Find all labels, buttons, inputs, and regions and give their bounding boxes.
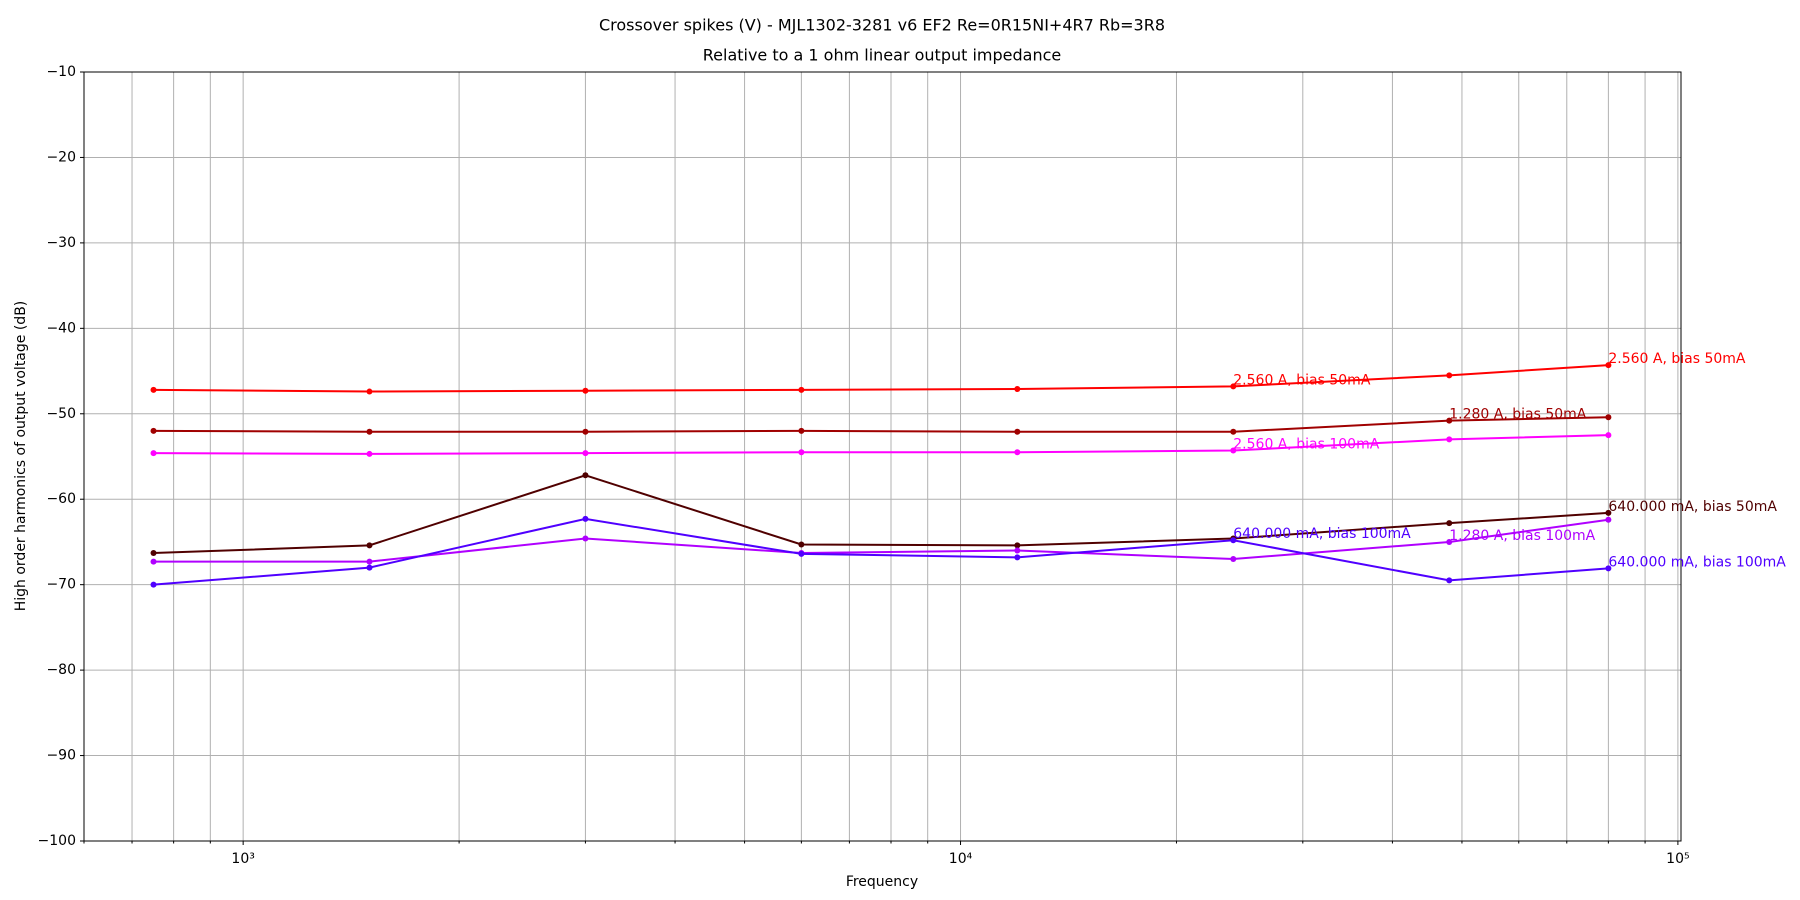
y-tick-label: −60 bbox=[46, 491, 76, 507]
y-tick-label: −80 bbox=[46, 662, 76, 678]
point bbox=[798, 427, 805, 434]
point bbox=[1014, 449, 1021, 456]
point bbox=[150, 550, 157, 557]
point-label: 2.560 A, bias 50mA bbox=[1233, 372, 1371, 388]
x-tick-label: 10⁴ bbox=[949, 851, 973, 867]
point-label: 640.000 mA, bias 100mA bbox=[1608, 554, 1786, 570]
point bbox=[582, 515, 589, 522]
point bbox=[1014, 554, 1021, 561]
point-label: 640.000 mA, bias 100mA bbox=[1233, 526, 1411, 542]
point bbox=[582, 450, 589, 457]
point bbox=[1446, 520, 1453, 527]
point bbox=[1446, 577, 1453, 584]
y-axis-label: High order harmonics of output voltage (… bbox=[13, 301, 29, 612]
point bbox=[582, 535, 589, 542]
point bbox=[1605, 565, 1612, 572]
point-label: 2.560 A, bias 100mA bbox=[1233, 437, 1379, 453]
series-line bbox=[153, 517, 1609, 586]
x-tick-label: 10³ bbox=[231, 851, 254, 867]
point bbox=[1230, 428, 1237, 435]
y-tick-label: −70 bbox=[46, 577, 76, 593]
point-label: 1.280 A, bias 100mA bbox=[1449, 528, 1595, 544]
series-line bbox=[153, 416, 1609, 433]
point bbox=[1230, 537, 1237, 544]
point bbox=[1605, 362, 1612, 369]
point bbox=[1446, 538, 1453, 545]
point-label: 1.280 A, bias 50mA bbox=[1449, 407, 1587, 423]
point bbox=[1446, 372, 1453, 379]
series-line bbox=[153, 518, 1609, 563]
y-tick-label: −40 bbox=[46, 320, 76, 336]
point bbox=[1014, 385, 1021, 392]
point bbox=[366, 450, 373, 457]
point bbox=[150, 427, 157, 434]
point bbox=[798, 541, 805, 548]
series-line bbox=[153, 474, 1609, 555]
series-line bbox=[153, 434, 1609, 455]
point-label: 640.000 mA, bias 50mA bbox=[1608, 499, 1777, 515]
point bbox=[366, 428, 373, 435]
y-tick-label: −100 bbox=[38, 833, 76, 849]
point bbox=[1605, 516, 1612, 523]
chart-title: Crossover spikes (V) - MJL1302-3281 v6 E… bbox=[599, 16, 1165, 35]
point bbox=[582, 387, 589, 394]
point bbox=[798, 386, 805, 393]
point bbox=[1230, 556, 1237, 563]
point bbox=[366, 542, 373, 549]
point bbox=[1446, 417, 1453, 424]
point bbox=[1230, 447, 1237, 454]
point bbox=[1605, 432, 1612, 439]
point bbox=[798, 550, 805, 557]
y-tick-label: −50 bbox=[46, 406, 76, 422]
point bbox=[582, 428, 589, 435]
y-tick-label: −10 bbox=[46, 64, 76, 80]
point bbox=[366, 564, 373, 571]
point bbox=[150, 581, 157, 588]
point bbox=[1014, 542, 1021, 549]
x-tick-label: 10⁵ bbox=[1666, 851, 1689, 867]
point bbox=[582, 472, 589, 479]
point bbox=[366, 388, 373, 395]
point bbox=[798, 449, 805, 456]
point bbox=[150, 558, 157, 565]
x-axis-label: Frequency bbox=[846, 874, 918, 890]
point-label: 2.560 A, bias 50mA bbox=[1608, 351, 1746, 367]
point bbox=[150, 450, 157, 457]
y-tick-label: −20 bbox=[46, 149, 76, 165]
point bbox=[150, 386, 157, 393]
point bbox=[1446, 436, 1453, 443]
point bbox=[366, 558, 373, 565]
point bbox=[1014, 428, 1021, 435]
point bbox=[1230, 383, 1237, 390]
point bbox=[1605, 509, 1612, 516]
chart-subtitle: Relative to a 1 ohm linear output impeda… bbox=[703, 46, 1062, 65]
series-line bbox=[153, 364, 1609, 393]
y-tick-label: −30 bbox=[46, 235, 76, 251]
y-tick-label: −90 bbox=[46, 748, 76, 764]
plot-frame bbox=[83, 71, 1682, 842]
point bbox=[1014, 547, 1021, 554]
point bbox=[1605, 414, 1612, 421]
